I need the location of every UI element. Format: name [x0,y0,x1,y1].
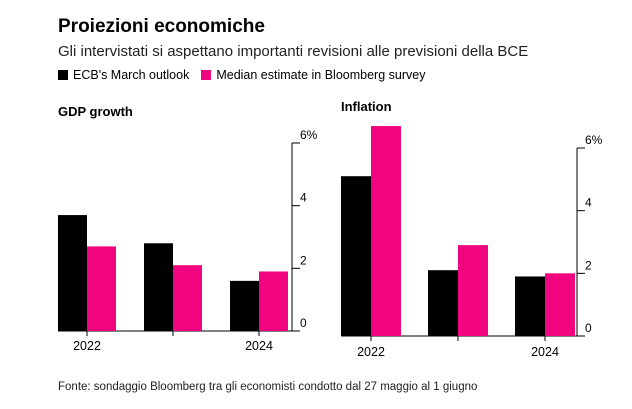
x-tick-label-1-2: 2024 [531,345,559,359]
bar-0-2024-ecb [230,280,259,331]
bar-0-2022-ecb [58,215,87,331]
y-tick-label-1-2: 4 [585,196,592,210]
legend-swatch-survey [201,70,212,80]
x-tick-label-0-0: 2022 [73,339,101,353]
legend-item-ecb: ECB's March outlook [58,68,189,82]
bar-0-2022-survey [87,246,116,331]
y-tick-label-0-2: 4 [300,191,307,205]
legend-swatch-ecb [58,70,68,80]
legend-label-survey: Median estimate in Bloomberg survey [216,68,426,82]
bar-1-2023-ecb [428,270,458,336]
source-note: Fonte: sondaggio Bloomberg tra gli econo… [58,381,478,393]
bar-1-2022-ecb [341,176,371,336]
y-tick-label-0-0: 0 [300,316,307,330]
bar-0-2024-survey [259,271,288,331]
y-tick-label-1-0: 0 [585,321,592,335]
chart-title: Proiezioni economiche [58,16,265,37]
y-tick-label-0-1: 2 [300,253,307,267]
legend: ECB's March outlook Median estimate in B… [58,68,437,82]
legend-item-survey: Median estimate in Bloomberg survey [201,68,425,82]
bar-1-2024-ecb [515,276,545,336]
y-tick-label-0-3: 6% [300,128,318,142]
x-tick-label-1-0: 2022 [357,345,385,359]
chart-subtitle: Gli intervistati si aspettano importanti… [58,43,529,60]
legend-label-ecb: ECB's March outlook [73,68,190,82]
y-tick-label-1-3: 6% [585,133,603,147]
x-tick-label-0-2: 2024 [245,339,273,353]
bar-1-2023-survey [458,245,488,336]
panel-title-1: Inflation [341,99,392,114]
panel-title-0: GDP growth [58,104,133,119]
y-tick-label-1-1: 2 [585,258,592,272]
bar-1-2024-survey [545,273,575,336]
bar-0-2023-ecb [144,243,173,331]
bar-1-2022-survey [371,126,401,336]
bar-0-2023-survey [173,265,202,331]
